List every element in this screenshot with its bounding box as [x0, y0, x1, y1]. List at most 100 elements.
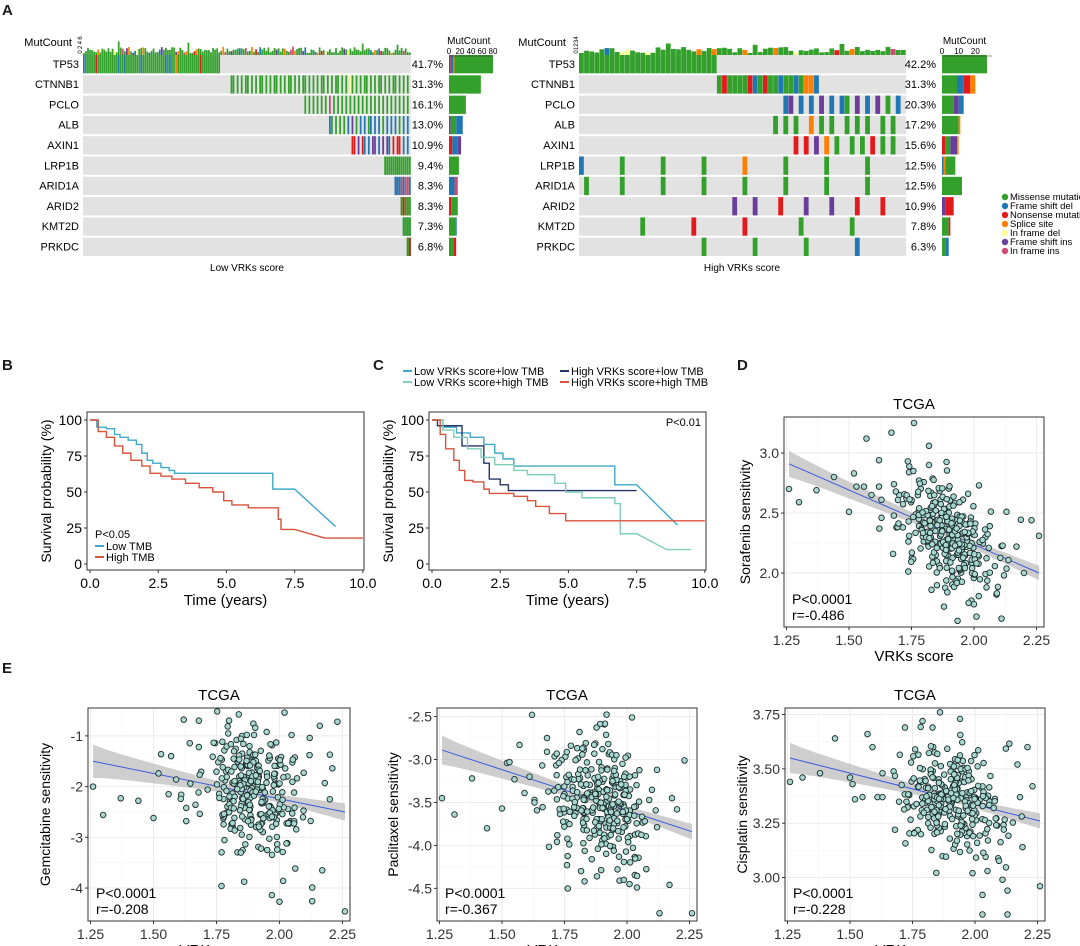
mutation-cell — [187, 55, 190, 74]
mutcount-bar — [768, 47, 773, 56]
mutation-cell — [640, 55, 646, 74]
data-point — [875, 483, 883, 490]
mutation-cell — [895, 95, 901, 114]
mutation-cell — [359, 115, 362, 135]
data-point — [960, 812, 967, 819]
mutcount-bar — [261, 49, 264, 56]
mutcount-bar — [126, 48, 128, 56]
mutcount-bar — [762, 48, 768, 56]
mutcount-bar — [298, 47, 300, 56]
data-point — [605, 740, 612, 748]
mutcount-bar — [187, 42, 190, 56]
data-point — [273, 840, 281, 848]
mutation-cell — [370, 115, 372, 135]
mutcount-bar — [890, 48, 896, 56]
data-point — [891, 772, 899, 780]
side-bar-segment — [449, 55, 451, 74]
data-point — [983, 584, 990, 591]
data-point — [237, 824, 244, 832]
data-point — [276, 756, 284, 764]
data-point — [953, 525, 960, 532]
data-point — [451, 811, 458, 818]
data-point — [933, 869, 940, 877]
data-point — [967, 520, 974, 527]
data-point — [589, 804, 597, 811]
legend-swatch-missense — [1001, 193, 1009, 201]
data-point — [263, 779, 270, 786]
data-point — [947, 559, 954, 566]
mutation-cell — [83, 55, 85, 74]
x-tick-label: 1.25 — [426, 926, 453, 942]
data-point — [945, 526, 953, 534]
mutcount-bar — [191, 52, 194, 56]
data-point — [666, 881, 673, 889]
data-point — [629, 844, 637, 852]
data-point — [326, 796, 334, 803]
data-point — [961, 528, 968, 536]
mutcount-bar — [206, 50, 208, 56]
mutcount-bar — [93, 51, 95, 56]
data-point — [498, 805, 506, 812]
panel-label-c: C — [373, 357, 384, 374]
gene-row-background — [83, 237, 411, 256]
r-value-annotation: r=-0.228 — [793, 901, 846, 917]
data-point — [607, 831, 615, 839]
data-point — [531, 799, 538, 806]
scatter-title: TCGA — [546, 687, 588, 704]
mutation-cell — [109, 55, 112, 74]
mutcount-bar — [240, 48, 243, 56]
side-axis-tick: 40 — [467, 47, 476, 56]
data-point — [300, 769, 307, 777]
mutation-cell — [158, 55, 161, 74]
mutcount-bar — [660, 49, 666, 56]
mutcount-bar — [226, 48, 229, 56]
data-point — [681, 757, 688, 764]
data-point — [280, 774, 287, 781]
mutation-cell — [670, 55, 676, 74]
mutation-cell — [177, 55, 180, 74]
mutcount-bar — [134, 50, 136, 56]
mutation-cell — [865, 176, 870, 196]
mutcount-bar — [865, 49, 870, 56]
y-tick-label: -1 — [71, 728, 84, 744]
x-tick-label: 1.25 — [774, 926, 801, 942]
data-point — [925, 749, 933, 757]
mutation-cell — [367, 136, 370, 155]
mutcount-bar — [584, 50, 589, 56]
data-point — [979, 891, 986, 899]
data-point — [257, 845, 265, 852]
data-point — [543, 734, 551, 742]
p-value-annotation: P<0.05 — [95, 529, 130, 541]
gene-row-background — [579, 197, 906, 216]
data-point — [925, 487, 932, 495]
data-point — [554, 831, 561, 839]
mutation-cell — [290, 75, 292, 94]
mutation-cell — [372, 136, 374, 155]
data-point — [195, 789, 202, 796]
data-point — [645, 796, 653, 804]
mutcount-bar — [619, 51, 625, 56]
data-point — [272, 820, 280, 828]
gene-row-background — [579, 237, 906, 256]
data-point — [307, 817, 314, 825]
data-point — [217, 754, 224, 762]
mutcount-bar — [337, 52, 339, 56]
mutation-cell — [308, 75, 311, 94]
gene-row-background — [579, 136, 906, 155]
data-point — [240, 878, 248, 885]
data-point — [231, 763, 238, 771]
mutation-cell — [357, 136, 360, 155]
data-point — [933, 581, 941, 589]
data-point — [242, 841, 249, 848]
data-point — [869, 743, 876, 751]
mutation-cell — [337, 75, 339, 94]
mutation-cell — [107, 55, 110, 74]
mutation-cell — [400, 197, 403, 216]
mutcount-bar — [109, 51, 112, 56]
mutation-frequency: 8.3% — [418, 181, 443, 193]
legend-label: Frame shift del — [1010, 201, 1073, 212]
mutation-cell — [773, 115, 778, 135]
mutation-cell — [218, 55, 221, 74]
mutation-cell — [130, 55, 132, 74]
data-point — [182, 817, 190, 825]
